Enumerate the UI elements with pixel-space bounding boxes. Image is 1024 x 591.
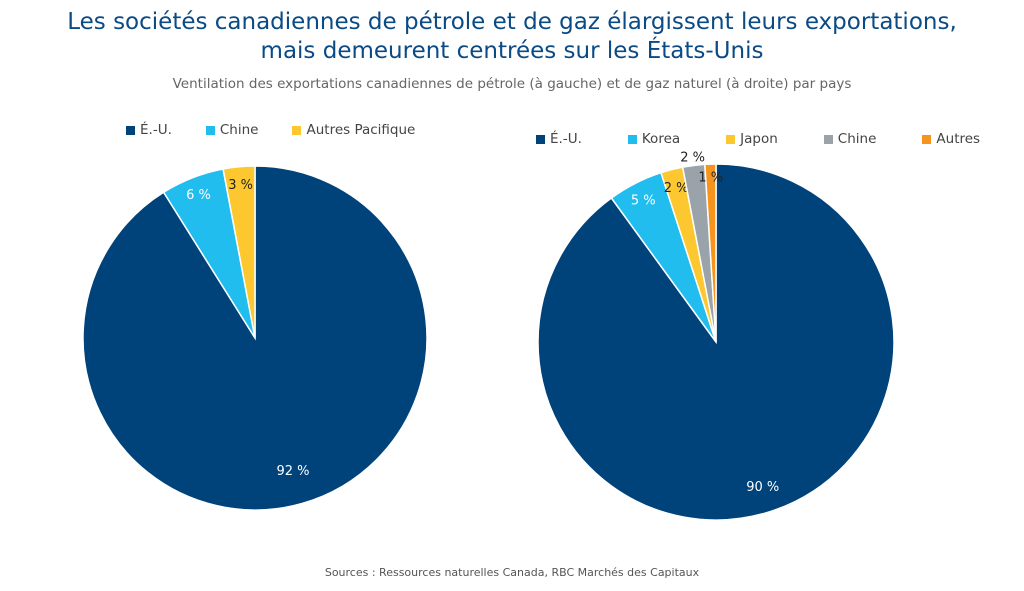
legend-swatch	[823, 134, 833, 144]
legend-label: Chine	[219, 122, 259, 138]
legend-item: É.-U.	[536, 131, 582, 147]
legend-oil: É.-U. Chine Autres Pacifique	[126, 122, 415, 138]
legend-swatch	[292, 125, 302, 135]
data-label: 92 %	[277, 464, 310, 479]
title-line-1: Les sociétés canadiennes de pétrole et d…	[67, 9, 957, 35]
legend-swatch	[536, 134, 545, 144]
pie-slice-gas-0	[537, 163, 895, 521]
data-label: 5 %	[631, 193, 656, 208]
legend-swatch	[126, 125, 135, 135]
legend-swatch	[627, 134, 637, 144]
title-line-2: mais demeurent centrées sur les États-Un…	[260, 38, 764, 64]
legend-label: É.-U.	[140, 122, 172, 138]
legend-swatch	[726, 134, 736, 144]
legend-label: Japon	[740, 131, 778, 147]
legend-swatch	[922, 134, 932, 144]
data-label: 2 %	[680, 151, 705, 166]
legend-gas: É.-U. Korea Japon Chine Autres	[536, 131, 980, 147]
legend-item: Japon	[726, 131, 778, 147]
legend-label: É.-U.	[550, 131, 582, 147]
pie-slice-oil-2	[222, 165, 256, 339]
data-label: 6 %	[186, 188, 211, 203]
source-note: Sources : Ressources naturelles Canada, …	[324, 566, 700, 579]
data-label: 3 %	[228, 178, 253, 193]
legend-label: Autres Pacifique	[306, 122, 416, 138]
legend-label: Autres	[936, 131, 981, 147]
data-label: 2 %	[664, 181, 689, 196]
chart-title: Les sociétés canadiennes de pétrole et d…	[0, 8, 1024, 66]
legend-item: É.-U.	[126, 122, 172, 138]
legend-item: Chine	[205, 122, 259, 138]
legend-label: Chine	[837, 131, 877, 147]
legend-item: Korea	[627, 131, 681, 147]
legend-item: Autres	[922, 131, 980, 147]
legend-item: Autres Pacifique	[292, 122, 415, 138]
data-label: 90 %	[746, 480, 779, 495]
pie-slice-gas-4	[704, 163, 717, 343]
legend-item: Chine	[823, 131, 877, 147]
legend-swatch	[205, 125, 215, 135]
data-label: 1 %	[698, 171, 723, 186]
chart-subtitle: Ventilation des exportations canadiennes…	[172, 76, 852, 92]
legend-label: Korea	[641, 131, 681, 147]
